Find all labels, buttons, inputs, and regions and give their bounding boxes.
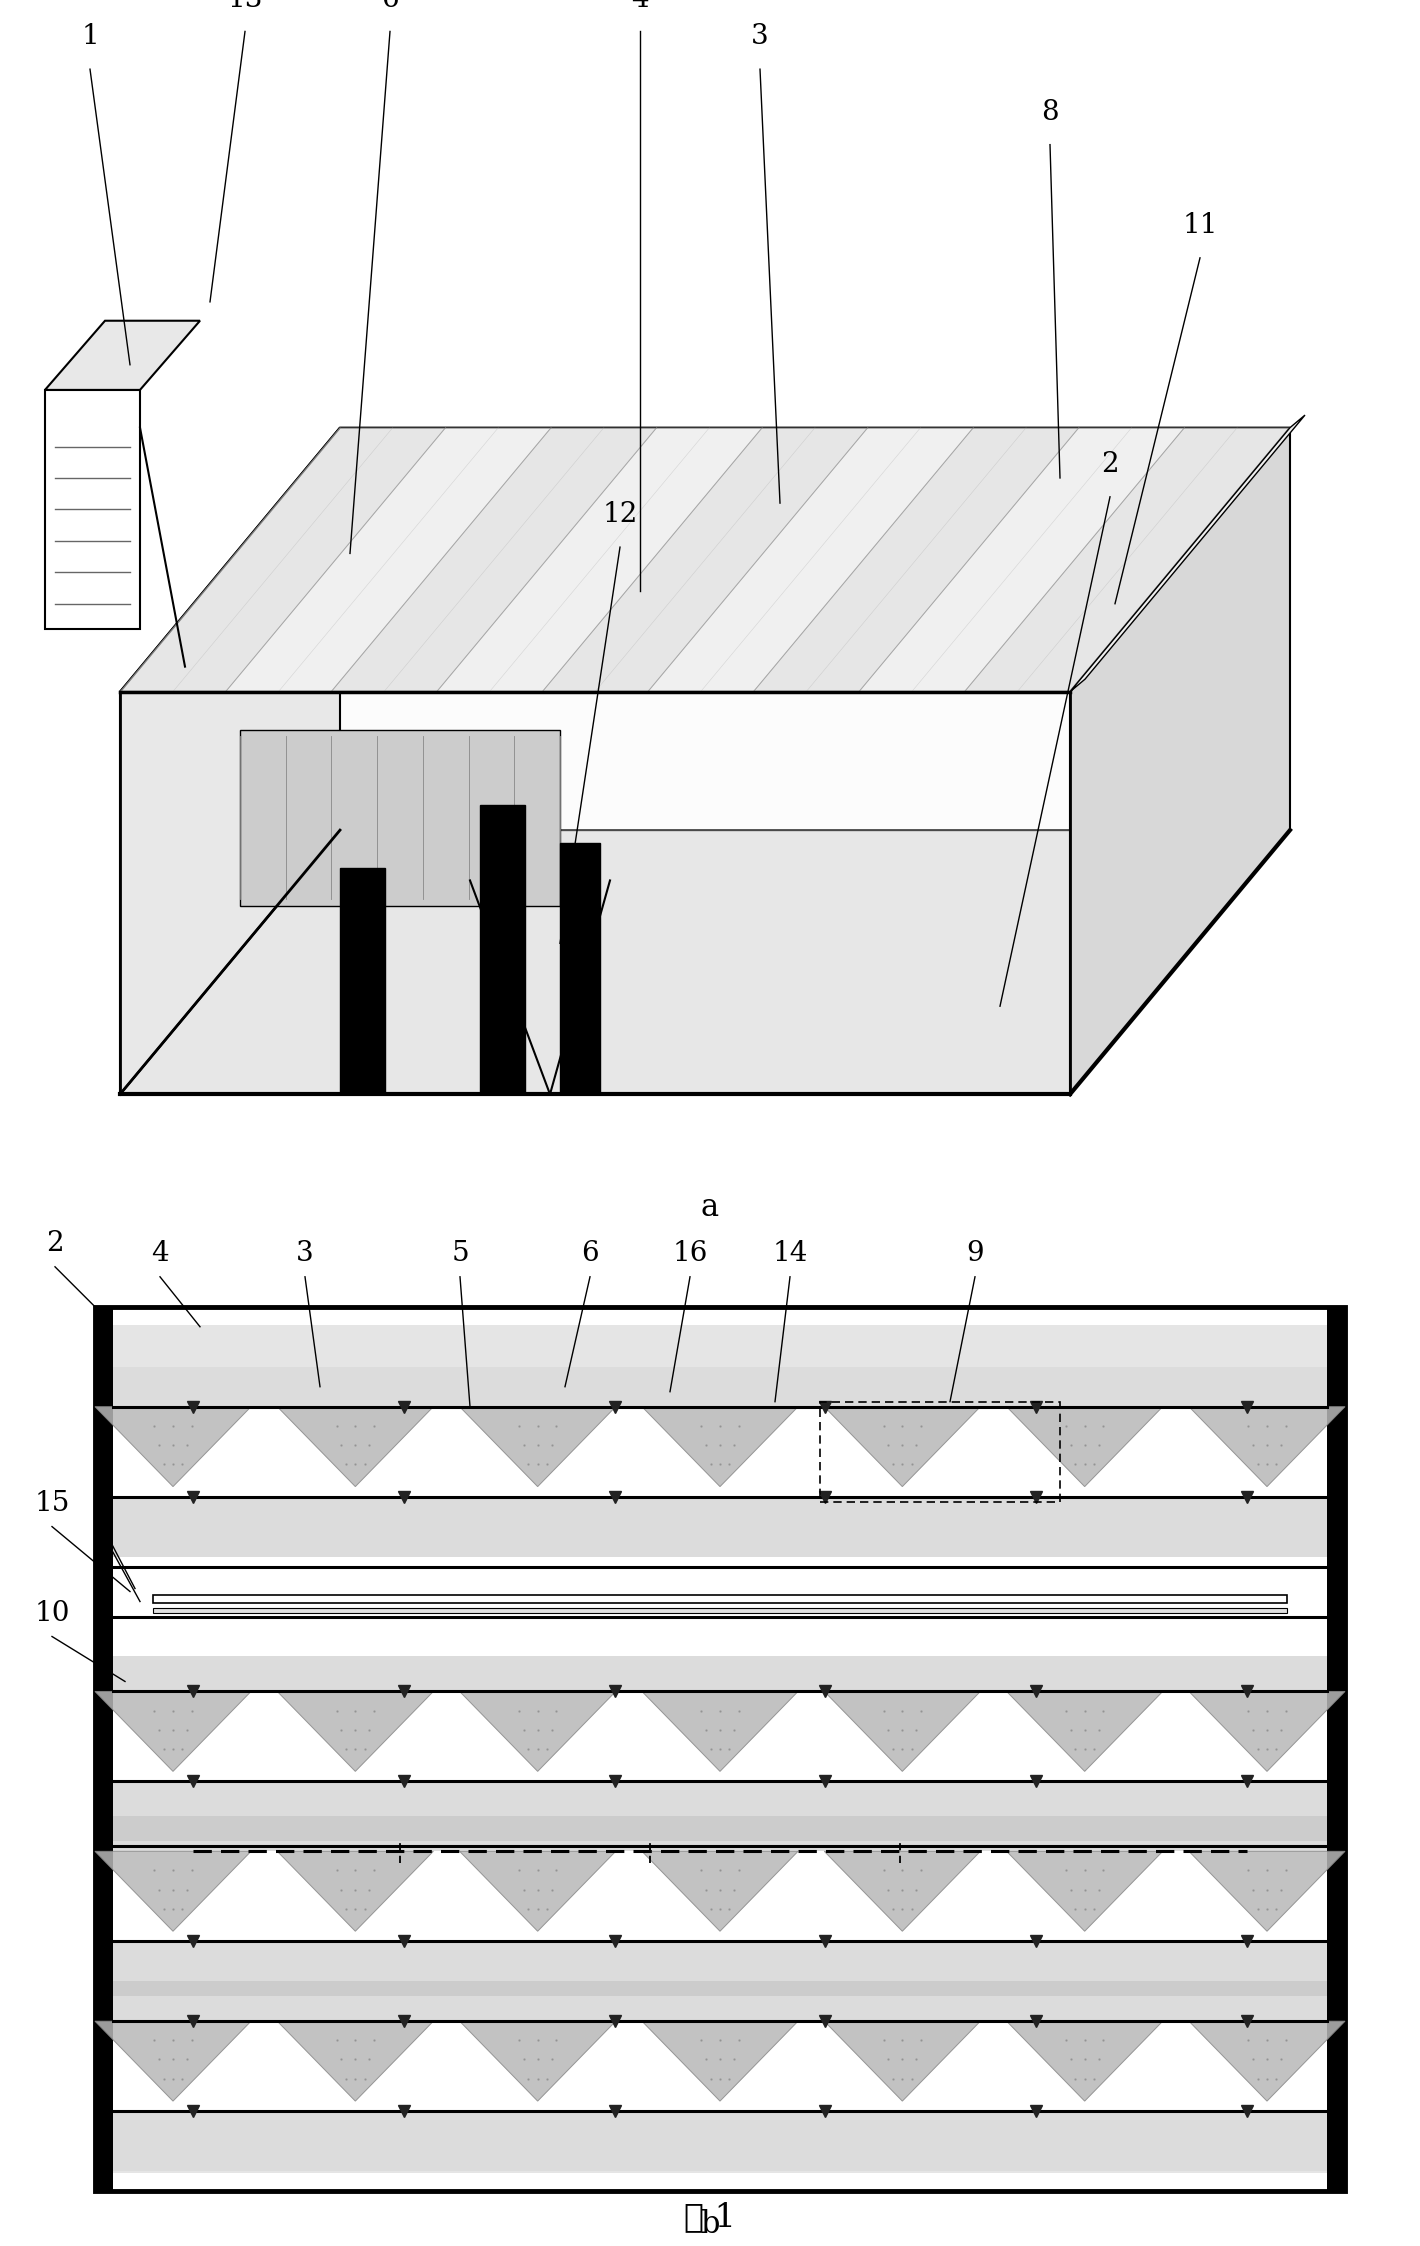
Polygon shape	[642, 1406, 798, 1487]
Polygon shape	[642, 1851, 798, 1932]
Polygon shape	[460, 1851, 616, 1932]
Text: 12: 12	[602, 501, 638, 528]
Text: 2: 2	[1100, 451, 1119, 478]
Bar	[114, 1368, 1328, 1406]
Polygon shape	[277, 2021, 433, 2100]
Polygon shape	[1007, 1691, 1163, 1772]
Bar	[114, 2111, 1328, 2172]
Bar	[559, 842, 601, 1094]
Polygon shape	[95, 1851, 251, 1932]
Polygon shape	[648, 427, 973, 692]
Polygon shape	[824, 1406, 980, 1487]
Polygon shape	[1189, 2021, 1345, 2100]
Polygon shape	[121, 692, 1071, 1094]
Bar	[114, 1496, 1328, 1556]
Bar	[153, 1595, 1287, 1604]
Polygon shape	[824, 2021, 980, 2100]
Polygon shape	[331, 427, 656, 692]
Text: 图 1: 图 1	[684, 2201, 736, 2233]
Bar	[114, 1781, 1328, 1842]
Bar	[339, 867, 385, 1094]
Text: 6: 6	[381, 0, 399, 13]
Bar	[153, 1608, 1287, 1613]
Text: b: b	[700, 2208, 720, 2239]
Bar	[114, 1325, 1328, 1368]
Polygon shape	[121, 831, 1289, 1094]
Bar	[114, 1981, 1328, 2021]
Text: 9: 9	[966, 1240, 984, 1267]
Text: 3: 3	[751, 22, 768, 49]
Bar	[114, 1658, 1328, 1691]
Polygon shape	[460, 1691, 616, 1772]
Polygon shape	[754, 427, 1079, 692]
Text: 13: 13	[227, 0, 263, 13]
Polygon shape	[121, 427, 339, 1094]
Polygon shape	[1189, 1851, 1345, 1932]
Polygon shape	[964, 427, 1289, 692]
Polygon shape	[824, 1851, 980, 1932]
Polygon shape	[460, 1406, 616, 1487]
Polygon shape	[95, 1406, 251, 1487]
Polygon shape	[1007, 2021, 1163, 2100]
Polygon shape	[1007, 1851, 1163, 1932]
Bar	[480, 804, 525, 1094]
Polygon shape	[859, 427, 1184, 692]
Polygon shape	[121, 427, 1289, 692]
Text: 6: 6	[581, 1240, 599, 1267]
Polygon shape	[121, 427, 446, 692]
Text: 14: 14	[772, 1240, 808, 1267]
Text: 5: 5	[452, 1240, 469, 1267]
Text: 3: 3	[297, 1240, 314, 1267]
Polygon shape	[542, 427, 868, 692]
Polygon shape	[824, 1691, 980, 1772]
Polygon shape	[240, 730, 559, 905]
Bar	[95, 1307, 114, 2192]
Bar	[114, 1941, 1328, 1997]
Polygon shape	[1189, 1406, 1345, 1487]
Text: 4: 4	[630, 0, 649, 13]
Text: 11: 11	[1183, 211, 1218, 238]
Polygon shape	[277, 1691, 433, 1772]
Bar	[1328, 1307, 1345, 2192]
Text: a: a	[701, 1193, 719, 1224]
Polygon shape	[1007, 1406, 1163, 1487]
Polygon shape	[95, 1691, 251, 1772]
Polygon shape	[95, 2021, 251, 2100]
Polygon shape	[642, 1691, 798, 1772]
Polygon shape	[437, 427, 763, 692]
Polygon shape	[1071, 416, 1305, 692]
Text: 15: 15	[34, 1489, 70, 1516]
Bar	[819, 1402, 1059, 1503]
Text: 8: 8	[1041, 99, 1059, 126]
Polygon shape	[45, 391, 141, 629]
Text: 4: 4	[151, 1240, 169, 1267]
Bar	[114, 1817, 1328, 1851]
Polygon shape	[45, 321, 200, 391]
Text: 10: 10	[34, 1599, 70, 1626]
Polygon shape	[460, 2021, 616, 2100]
Text: 1: 1	[81, 22, 99, 49]
Polygon shape	[642, 2021, 798, 2100]
Text: 16: 16	[672, 1240, 707, 1267]
Bar	[95, 1307, 1345, 2192]
Polygon shape	[277, 1406, 433, 1487]
Text: 2: 2	[47, 1231, 64, 1258]
Polygon shape	[1189, 1691, 1345, 1772]
Polygon shape	[226, 427, 551, 692]
Polygon shape	[1071, 427, 1289, 1094]
Polygon shape	[277, 1851, 433, 1932]
